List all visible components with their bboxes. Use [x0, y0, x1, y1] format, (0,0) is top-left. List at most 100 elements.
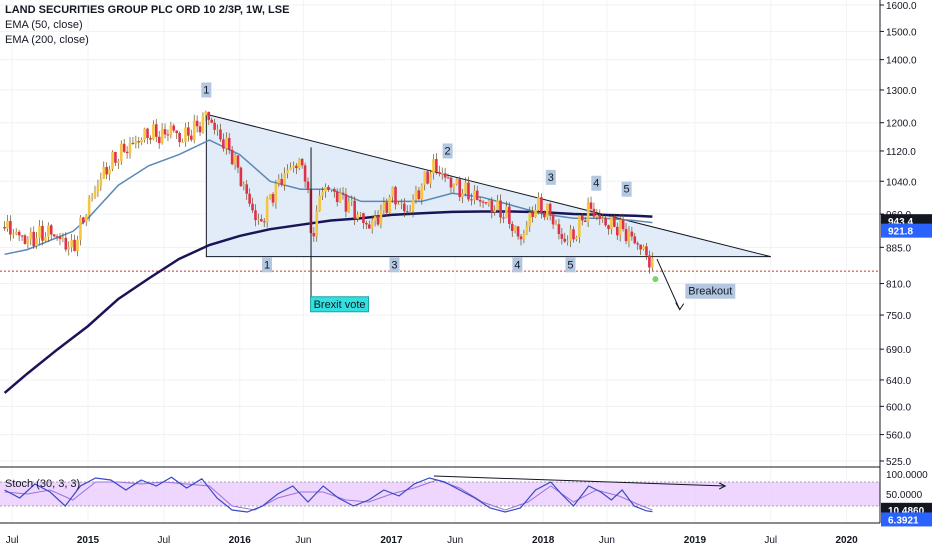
candle-body	[169, 125, 173, 136]
candle-body	[467, 182, 470, 200]
candle-body	[248, 193, 251, 204]
candle-body	[388, 196, 391, 213]
stoch-k-line	[4, 476, 653, 513]
candle-body	[493, 210, 497, 213]
y-tick-label: 1200.0	[886, 119, 917, 130]
candle-body	[367, 224, 371, 229]
descending-triangle-pattern	[205, 113, 771, 258]
annotation-box	[310, 296, 370, 313]
candle-body	[627, 231, 631, 242]
candle-body	[548, 203, 552, 215]
candle-body	[429, 173, 432, 184]
candle-body	[624, 229, 628, 242]
candle-body	[650, 258, 654, 268]
stochastic-legend[interactable]: Stoch (30, 3, 3)	[5, 478, 81, 490]
stoch-band-fill	[0, 482, 880, 506]
arrow-shaft	[656, 258, 681, 310]
x-tick-label: Jul	[157, 535, 170, 546]
candle-body	[3, 227, 6, 229]
candle-body	[227, 137, 231, 150]
candle-body	[254, 210, 257, 221]
candle-body	[487, 200, 491, 204]
candle-body	[26, 239, 30, 244]
candle-body	[508, 206, 511, 224]
candle-body	[257, 219, 260, 221]
y-tick-label: 1400.0	[886, 56, 917, 67]
candle-body	[405, 211, 409, 213]
candle-body	[181, 141, 184, 143]
candle-body	[359, 213, 362, 215]
candle-body	[114, 151, 117, 163]
candle-body	[435, 159, 438, 172]
candle-body	[70, 239, 73, 248]
candle-body	[67, 247, 71, 250]
candle-body	[131, 142, 135, 144]
candle-body	[470, 199, 473, 201]
annotation-label: 1	[201, 82, 212, 98]
candle-body	[642, 246, 645, 250]
candle-body	[589, 202, 593, 209]
candle-body	[213, 122, 216, 130]
candle-body	[236, 155, 240, 168]
candle-body	[522, 233, 526, 240]
candle-body	[391, 186, 394, 197]
candle-body	[315, 211, 319, 237]
annotation-text: 1	[264, 259, 270, 271]
candle-body	[265, 198, 269, 222]
candle-body	[125, 151, 129, 154]
candle-body	[534, 210, 537, 218]
annotation-label: 4	[591, 175, 602, 191]
candle-body	[350, 200, 354, 202]
candle-body	[128, 142, 132, 154]
candle-body	[47, 225, 50, 237]
candle-body	[6, 221, 9, 229]
candle-body	[437, 171, 441, 174]
stoch-tag-label: 6.3921	[888, 515, 919, 526]
candle-body	[111, 151, 114, 169]
annotation-text: 1	[203, 84, 209, 96]
candle-body	[242, 184, 246, 187]
ema-200-legend[interactable]: EMA (200, close)	[5, 34, 89, 46]
candle-body	[621, 219, 625, 230]
ema-50-legend[interactable]: EMA (50, close)	[5, 19, 83, 31]
candle-body	[446, 177, 450, 179]
candle-body	[505, 206, 508, 218]
candle-body	[394, 186, 397, 205]
annotation-box	[621, 181, 632, 197]
candle-body	[604, 218, 607, 226]
candle-body	[105, 167, 108, 175]
candle-body	[525, 226, 529, 234]
candle-body	[338, 192, 342, 203]
candle-body	[318, 195, 321, 212]
candle-body	[636, 243, 640, 245]
candle-body	[443, 173, 447, 178]
price-axis: 1600.0 1500.0 1400.0 1300.0 1200.0 1120.0 1040…	[879, 0, 932, 550]
candle-body	[528, 212, 532, 227]
candle-body	[560, 234, 564, 239]
stochastic-panel	[0, 475, 880, 513]
y-tick-label: 600.0	[886, 402, 911, 413]
annotation-text: 3	[391, 259, 397, 271]
annotation-label: 3	[389, 257, 400, 273]
candle-body	[32, 231, 36, 247]
candle-body	[251, 203, 254, 211]
price-tag-label: 921.8	[888, 227, 913, 238]
candle-body	[423, 171, 427, 185]
candle-body	[140, 140, 143, 143]
triangle-shape	[205, 113, 771, 258]
candle-body	[312, 233, 316, 237]
candle-body	[510, 223, 514, 231]
candle-body	[601, 218, 604, 220]
candle-body	[408, 211, 412, 213]
candle-body	[283, 173, 286, 185]
candle-body	[38, 225, 41, 239]
candle-body	[268, 194, 272, 199]
candle-body	[189, 135, 193, 140]
candle-body	[260, 219, 263, 222]
candle-body	[29, 231, 33, 240]
annotation-box	[262, 257, 273, 273]
candle-body	[385, 202, 389, 213]
candle-body	[613, 216, 616, 227]
x-tick-label: 2016	[229, 535, 252, 546]
